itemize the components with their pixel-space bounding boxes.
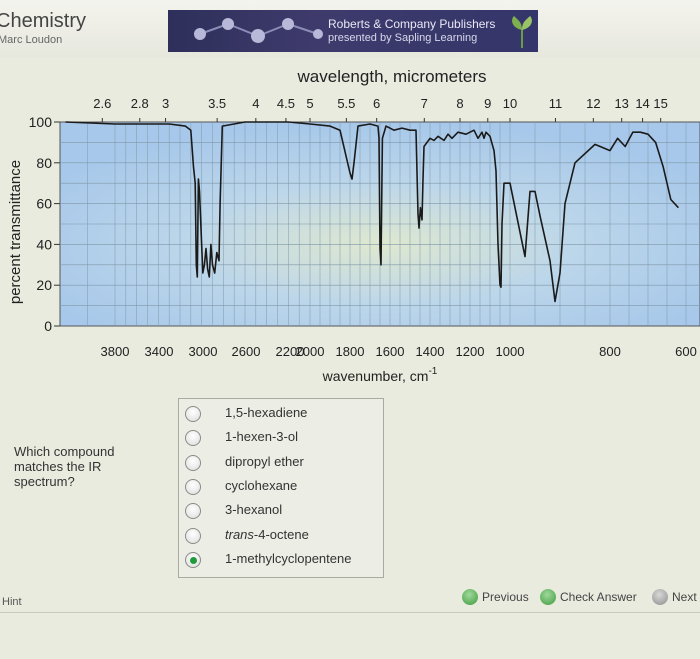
x-tick-label: 2200 <box>276 344 305 359</box>
answer-choice-label: 1-hexen-3-ol <box>225 429 298 444</box>
previous-button[interactable]: Previous <box>462 588 538 608</box>
y-axis-ticks: 100 80 60 40 20 0 <box>29 114 60 334</box>
x-tick-label: 1600 <box>376 344 405 359</box>
x-tick-label: 3000 <box>189 344 218 359</box>
y-tick-label: 100 <box>29 114 53 130</box>
radio-button[interactable] <box>185 478 201 495</box>
y-tick-label: 20 <box>36 277 52 293</box>
hint-link[interactable]: Hint <box>2 596 22 608</box>
top-axis-title: wavelength, micrometers <box>297 67 487 86</box>
publisher-tagline: presented by Sapling Learning <box>328 32 478 44</box>
top-tick-label: 11 <box>549 96 563 111</box>
top-tick-label: 8 <box>456 96 463 111</box>
x-tick-label: 2600 <box>232 344 261 359</box>
y-axis-title: percent transmittance <box>7 160 24 304</box>
x-tick-label: 1800 <box>336 344 365 359</box>
previous-icon <box>462 589 478 605</box>
grid-lines <box>60 122 700 326</box>
previous-label: Previous <box>482 590 529 604</box>
answer-choice-label: 1,5-hexadiene <box>225 405 307 420</box>
answer-choice[interactable]: 1-hexen-3-ol <box>185 428 379 452</box>
check-icon <box>540 589 556 605</box>
x-tick-label: 1000 <box>496 344 525 359</box>
choice-text: cyclohexane <box>225 477 298 493</box>
header-banner: Chemistry Marc Loudon Roberts & Company … <box>0 0 700 58</box>
x-tick-label: 2000 <box>296 344 325 359</box>
spectrum-line-0 <box>65 121 679 303</box>
top-tick-label: 12 <box>586 96 600 111</box>
choice-text: 1-methylcyclopentene <box>225 550 352 566</box>
top-tick-label: 5.5 <box>337 96 355 111</box>
spectrum-series <box>65 121 679 303</box>
radio-button[interactable] <box>185 406 201 422</box>
y-tick-label: 80 <box>36 155 52 171</box>
next-button[interactable]: Next <box>652 588 700 608</box>
molecule-graphic <box>194 18 323 43</box>
choice-text: dipropyl ether <box>225 453 304 469</box>
top-tick-label: 5 <box>306 96 313 111</box>
top-tick-label: 9 <box>484 96 491 111</box>
top-tick-label: 14 <box>635 96 649 111</box>
top-tick-label: 2.8 <box>131 96 149 111</box>
question-prompt: Which compound matches the IR spectrum? <box>14 444 115 489</box>
y-tick-label: 60 <box>36 196 52 212</box>
answer-choice[interactable]: 1,5-hexadiene <box>185 404 379 428</box>
answer-choice[interactable]: cyclohexane <box>185 477 379 501</box>
y-tick-label: 40 <box>36 236 52 252</box>
choice-text: 1-hexen-3-ol <box>225 429 298 445</box>
italic-prefix: trans <box>225 526 254 542</box>
answer-choice[interactable]: dipropyl ether <box>185 453 379 477</box>
x-tick-label: 3800 <box>101 344 130 359</box>
answer-choice[interactable]: trans-4-octene <box>185 526 379 550</box>
book-title: Chemistry <box>0 10 87 32</box>
next-label: Next <box>672 590 697 604</box>
top-tick-label: 3.5 <box>208 96 226 111</box>
radio-button[interactable] <box>185 503 201 520</box>
check-answer-label: Check Answer <box>560 590 637 604</box>
check-answer-button[interactable]: Check Answer <box>540 588 650 608</box>
top-tick-label: 3 <box>162 96 169 111</box>
top-tick-label: 7 <box>421 96 428 111</box>
x-tick-label: 3400 <box>145 344 174 359</box>
answer-choice-label: 3-hexanol <box>225 502 282 517</box>
answer-choice-label: cyclohexane <box>225 478 297 493</box>
top-tick-label: 2.6 <box>93 96 111 111</box>
radio-button[interactable] <box>185 551 201 568</box>
book-author: Marc Loudon <box>0 34 63 46</box>
book-info: Chemistry Marc Loudon <box>0 10 168 52</box>
choice-text: 1,5-hexadiene <box>225 405 308 420</box>
top-tick-label: 4.5 <box>277 96 295 111</box>
answer-choice-label: dipropyl ether <box>225 454 304 469</box>
x-tick-label: 600 <box>675 344 697 359</box>
choice-text: 3-hexanol <box>225 502 283 518</box>
answer-choices: 1,5-hexadiene 1-hexen-3-ol dipropyl ether c… <box>178 398 384 578</box>
x-axis-title: wavenumber, cm-1 <box>322 366 438 384</box>
radio-button[interactable] <box>185 430 201 447</box>
footer-divider <box>0 612 700 613</box>
radio-button[interactable] <box>185 454 201 471</box>
choice-text: -4-octene <box>253 526 309 542</box>
publisher-banner: Roberts & Company Publishers presented b… <box>168 10 538 52</box>
top-tick-label: 10 <box>503 96 517 111</box>
answer-choice[interactable]: 3-hexanol <box>185 501 379 525</box>
y-tick-label: 0 <box>44 318 52 334</box>
top-axis-ticks: 2.6 2.8 3 3.5 4 4.5 5 5.5 6 7 8 9 10 11 12 13 14 15 <box>93 96 668 122</box>
top-tick-label: 15 <box>653 96 667 111</box>
ir-spectrum-chart: wavelength, micrometers 2.6 2.8 3 3.5 4 4.5 5 5… <box>7 67 700 384</box>
publisher-name: Roberts & Company Publishers <box>328 17 496 31</box>
radio-button[interactable] <box>185 527 201 544</box>
leaf-icon <box>512 16 532 48</box>
radio-selected-dot <box>190 556 197 564</box>
top-tick-label: 13 <box>614 96 628 111</box>
x-tick-label: 1400 <box>416 344 445 359</box>
answer-choice-label: 1-methylcyclopentene <box>225 551 351 566</box>
answer-choice[interactable]: 1-methylcyclopentene <box>185 550 379 574</box>
x-tick-label: 800 <box>599 344 621 359</box>
next-icon <box>652 589 668 605</box>
top-tick-label: 6 <box>373 96 380 111</box>
answer-choice-label: trans-4-octene <box>225 527 309 542</box>
top-tick-label: 4 <box>252 96 259 111</box>
x-tick-label: 1200 <box>456 344 485 359</box>
